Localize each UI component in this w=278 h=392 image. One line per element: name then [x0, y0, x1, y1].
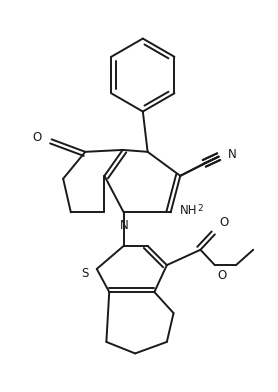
- Text: 2: 2: [198, 204, 203, 213]
- Text: N: N: [228, 148, 237, 161]
- Text: O: O: [218, 269, 227, 282]
- Text: O: O: [220, 216, 229, 229]
- Text: NH: NH: [180, 204, 198, 217]
- Text: N: N: [120, 219, 129, 232]
- Text: S: S: [82, 267, 89, 280]
- Text: O: O: [33, 131, 42, 144]
